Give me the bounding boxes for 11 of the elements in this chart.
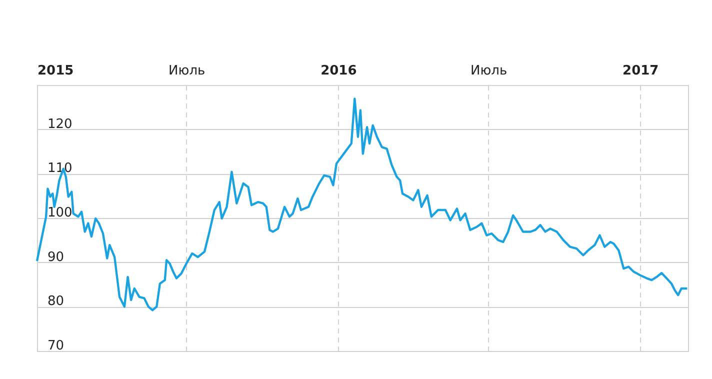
y-tick-label: 70 bbox=[48, 338, 64, 354]
y-tick-label: 80 bbox=[48, 294, 64, 310]
x-tick-label: Июль bbox=[470, 64, 508, 78]
x-tick-label: 2015 bbox=[38, 64, 74, 78]
x-tick-label: 2017 bbox=[622, 64, 659, 78]
x-tick-label: 2016 bbox=[320, 64, 357, 78]
y-tick-label: 90 bbox=[48, 250, 64, 265]
x-tick-label: Июль bbox=[168, 64, 206, 78]
y-tick-label: 100 bbox=[48, 206, 72, 220]
y-tick-label: 120 bbox=[48, 116, 72, 132]
y-tick-label: 110 bbox=[48, 161, 72, 176]
